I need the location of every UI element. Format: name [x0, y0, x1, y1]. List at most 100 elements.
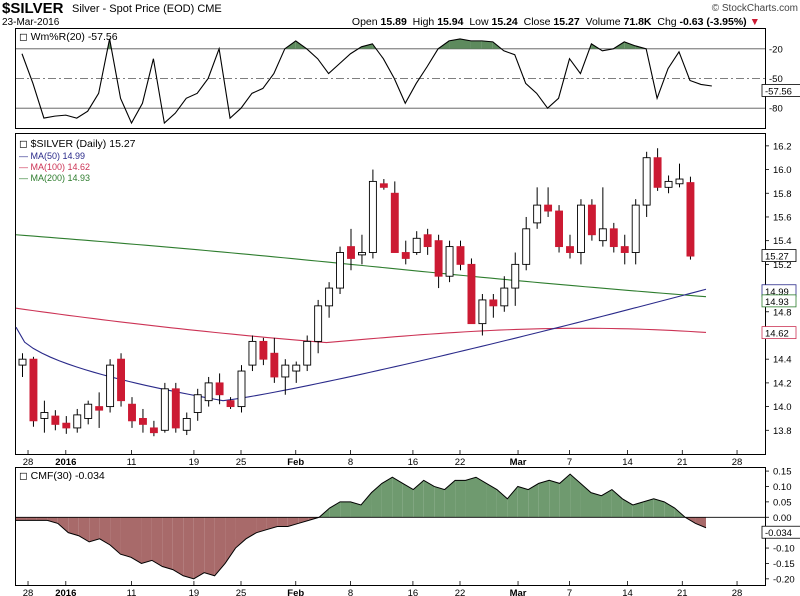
wmr-legend-label: Wm%R(20) — [31, 31, 85, 43]
candle-up — [412, 237, 421, 253]
cmf-positive-area — [340, 501, 351, 518]
cmf-negative-area — [266, 517, 278, 530]
cmf-positive-area — [538, 480, 550, 518]
wmr-legend: ◻ Wm%R(20) -57.56 — [19, 31, 118, 43]
ma100-legend-swatch: — — [19, 162, 28, 172]
wmr-overbought-fill — [481, 40, 493, 49]
cmf-negative-area — [120, 517, 131, 558]
candle-up — [73, 414, 82, 429]
x-tick-label: 14 — [622, 588, 633, 596]
candle-up — [292, 364, 301, 372]
ohlc-readout: Open 15.89 High 15.94 Low 15.24 Close 15… — [352, 16, 760, 28]
candle-down — [489, 299, 498, 307]
cmf-positive-area — [591, 492, 602, 518]
cmf-negative-area — [47, 517, 58, 524]
candle-up — [325, 287, 334, 307]
candle-down — [117, 358, 126, 402]
last-price-label-box — [761, 249, 797, 262]
cmf-negative-area — [235, 517, 246, 549]
cmf-legend-label: CMF(30) — [31, 470, 72, 482]
high-label: High — [412, 16, 435, 28]
cmf-y-tick-label: -0.10 — [773, 544, 795, 555]
x-tick-label: 22 — [455, 588, 466, 596]
cmf-positive-area — [632, 501, 644, 518]
x-tick-label: 21 — [677, 588, 688, 596]
price-y-tick-label: 15.8 — [773, 189, 792, 200]
price-legend-icon: ◻ — [19, 138, 28, 150]
cmf-negative-area — [26, 517, 37, 521]
price-x-axis: 28 2016 11 19 25 Feb 8 16 22 Mar 7 14 21 28 — [23, 450, 742, 468]
candle-up — [84, 403, 93, 419]
wmr-panel: -20 -50 -80 -57.56 — [16, 38, 800, 125]
open-value: 15.89 — [380, 16, 407, 28]
cmf-positive-area — [476, 477, 487, 518]
wmr-last-value-label-box — [761, 84, 800, 97]
candle-down — [128, 403, 136, 422]
candle-down — [456, 246, 465, 265]
cmf-positive-area — [507, 486, 518, 518]
close-value: 15.27 — [553, 16, 580, 28]
candle-up — [314, 305, 323, 342]
price-y-tick-label: 14.0 — [773, 402, 792, 413]
x-tick-label: 25 — [236, 588, 247, 596]
candle-down — [149, 427, 158, 434]
candle-up — [478, 299, 487, 325]
volume-label: Volume — [585, 16, 621, 28]
cmf-negative-area — [193, 517, 205, 579]
candle-down — [347, 246, 355, 259]
chart-description: Silver - Spot Price (EOD) CME — [72, 3, 222, 15]
ma200-legend-swatch: — — [19, 173, 28, 183]
price-y-tick-label: 15.2 — [773, 260, 792, 271]
cmf-positive-area — [601, 489, 612, 518]
cmf-positive-area — [423, 480, 435, 518]
candle-up — [204, 382, 213, 402]
x-tick-label: 7 — [567, 588, 572, 596]
x-tick-label: 8 — [348, 457, 353, 468]
cmf-positive-area — [570, 474, 581, 518]
cmf-negative-area — [214, 517, 226, 576]
cmf-negative-area — [141, 517, 152, 564]
cmf-positive-area — [381, 477, 393, 518]
candle-down — [29, 358, 38, 422]
x-tick-label: 2016 — [55, 457, 76, 468]
cmf-positive-area — [329, 501, 341, 518]
ma200-legend-label: MA(200) 14.93 — [31, 173, 91, 183]
brand-watermark: © StockCharts.com — [711, 3, 798, 14]
price-y-tick-label: 14.2 — [773, 378, 792, 389]
cmf-negative-area — [162, 517, 173, 570]
cmf-positive-area — [392, 477, 403, 518]
ma100-line — [15, 307, 707, 344]
candle-up — [511, 263, 520, 289]
cmf-positive-area — [643, 498, 654, 518]
cmf-y-tick-label: 0.10 — [773, 482, 792, 493]
price-panel-frame — [15, 133, 766, 455]
candle-down — [215, 382, 224, 396]
cmf-y-tick-label: -0.20 — [773, 574, 795, 585]
candle-down — [566, 246, 574, 253]
candle-up — [40, 412, 49, 419]
x-tick-label: Feb — [287, 588, 304, 596]
cmf-negative-area — [172, 517, 184, 576]
candle-up — [358, 252, 366, 256]
exchange-text: CME — [197, 3, 222, 15]
wmr-y-tick-label: -50 — [769, 74, 783, 85]
candle-down — [95, 406, 104, 411]
cmf-legend-value: -0.034 — [75, 470, 105, 482]
cmf-y-tick-label: 0.15 — [773, 467, 792, 478]
price-y-tick-label: 14.4 — [773, 355, 792, 366]
cmf-legend: ◻ CMF(30) -0.034 — [19, 470, 105, 482]
cmf-negative-area — [298, 517, 309, 524]
candle-up — [160, 388, 169, 431]
cmf-positive-area — [559, 474, 571, 518]
candle-up — [368, 180, 377, 253]
cmf-y-tick-label: -0.15 — [773, 559, 795, 570]
open-label: Open — [351, 16, 378, 28]
cmf-negative-area — [204, 517, 215, 576]
candle-up — [106, 364, 115, 408]
ma50-line — [15, 288, 707, 402]
cmf-positive-area — [486, 483, 497, 518]
chart-date: 23-Mar-2016 — [2, 17, 60, 28]
x-tick-label: 19 — [189, 588, 200, 596]
ma-value-tag-label: 14.62 — [765, 329, 789, 340]
